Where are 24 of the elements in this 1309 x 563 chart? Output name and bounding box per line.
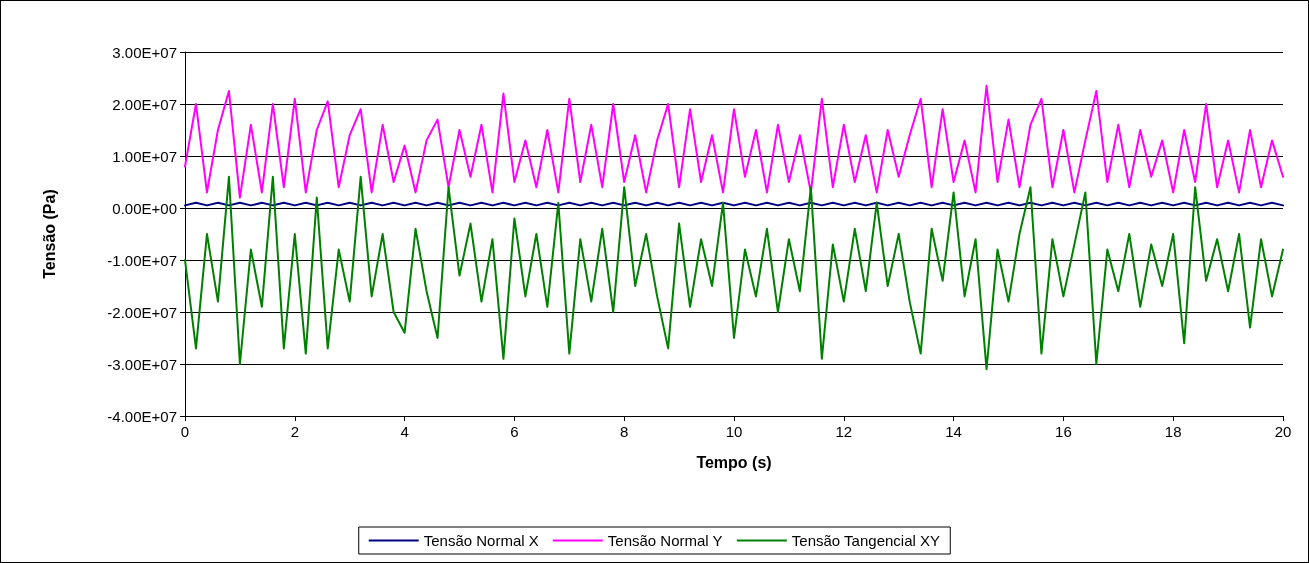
x-tick-label: 16	[1055, 423, 1072, 440]
x-tick-label: 10	[725, 423, 743, 440]
y-tick-label: 0.00E+00	[112, 199, 177, 217]
legend-label: Tensão Normal X	[423, 532, 539, 549]
y-tick-label: -2.00E+07	[107, 303, 177, 321]
y-tick-label: -4.00E+07	[107, 407, 177, 425]
x-tick-label: 20	[1274, 423, 1292, 440]
x-tick-label: 2	[290, 423, 299, 440]
y-tick-label: -3.00E+07	[107, 355, 177, 373]
x-tick-label: 4	[400, 423, 409, 440]
y-axis-title: Tensão (Pa)	[40, 189, 58, 279]
y-tick-label: 3.00E+07	[112, 43, 177, 61]
legend-label: Tensão Tangencial XY	[791, 532, 940, 549]
x-tick-label: 18	[1164, 423, 1182, 440]
x-axis-title: Tempo (s)	[696, 453, 772, 471]
x-tick-label: 12	[835, 423, 853, 440]
y-tick-label: 1.00E+07	[112, 147, 177, 165]
x-tick-label: 8	[620, 423, 629, 440]
x-tick-label: 14	[945, 423, 962, 440]
y-tick-label: -1.00E+07	[107, 251, 177, 269]
x-tick-label: 0	[180, 423, 190, 440]
x-tick-label: 6	[510, 423, 519, 440]
y-tick-label: 2.00E+07	[112, 95, 177, 113]
legend-label: Tensão Normal Y	[607, 532, 723, 549]
